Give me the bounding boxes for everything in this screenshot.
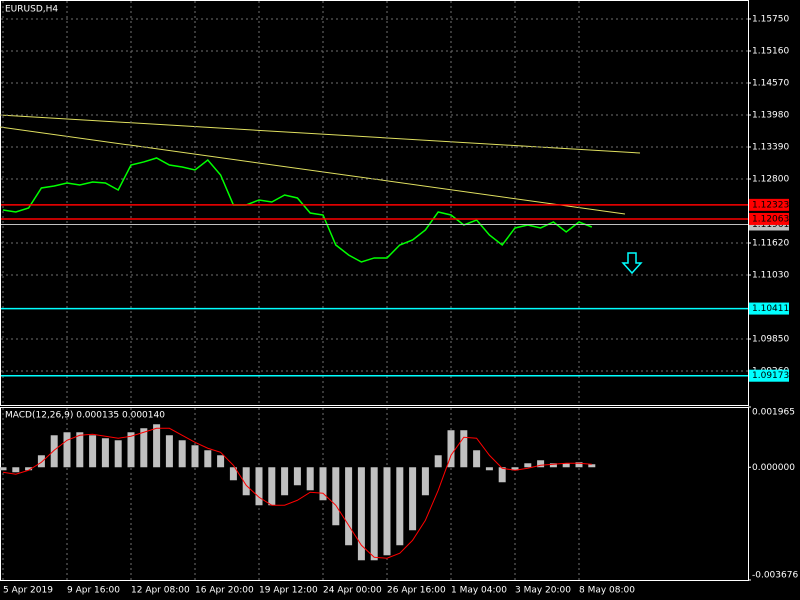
level-line-box	[749, 212, 789, 225]
symbol-title: EURUSD,H4	[5, 5, 58, 15]
macd-bar	[191, 445, 199, 468]
trend-line	[0, 114, 641, 154]
macd-bar	[50, 435, 58, 468]
macd-bar	[345, 467, 353, 546]
y-tick-label: 1.09850	[752, 334, 789, 344]
y-tick-label: 1.11620	[752, 238, 789, 248]
macd-bar	[319, 467, 327, 501]
x-tick-label: 1 May 04:00	[451, 586, 507, 596]
trend-line	[0, 126, 626, 215]
macd-bar	[306, 467, 314, 491]
level-line-box	[749, 369, 789, 382]
x-tick-label: 26 Apr 16:00	[387, 586, 446, 596]
macd-bar	[255, 467, 263, 506]
x-tick-label: 5 Apr 2019	[3, 586, 53, 596]
macd-bar	[140, 428, 148, 468]
macd-bar	[89, 435, 97, 468]
macd-bar	[549, 463, 557, 468]
macd-bar	[370, 467, 378, 561]
price-panel	[0, 0, 749, 406]
macd-bar	[537, 460, 545, 468]
last-price-line-label: 1.11961	[752, 220, 789, 230]
signal-line	[2, 427, 592, 559]
macd-bar	[511, 467, 519, 471]
y-tick-label: 1.12800	[752, 174, 789, 184]
macd-bar	[76, 432, 84, 468]
level-line-label: 1.10411	[752, 304, 789, 314]
macd-bar	[127, 432, 135, 468]
macd-bar	[242, 467, 250, 496]
y-tick-label: 1.15160	[752, 46, 789, 56]
macd-bar	[12, 467, 20, 473]
macd-bar	[293, 467, 301, 486]
macd-bar	[562, 463, 570, 468]
macd-bar	[229, 467, 237, 481]
macd-bar	[421, 467, 429, 496]
macd-bar	[575, 462, 583, 468]
macd-bar	[114, 440, 122, 468]
level-line-label: 1.09173	[752, 371, 789, 381]
indicator-title: MACD(12,26,9) 0.000135 0.000140	[5, 411, 165, 421]
x-tick-label: 9 Apr 16:00	[67, 586, 120, 596]
y-tick-label: 1.13980	[752, 110, 789, 120]
y-tick-label: 1.11030	[752, 270, 789, 280]
macd-bar	[25, 467, 33, 471]
macd-bar	[383, 467, 391, 556]
macd-bar	[473, 450, 481, 468]
y-tick-label: 0.001965	[752, 408, 795, 418]
macd-bar	[281, 467, 289, 496]
y-tick-label: 1.13390	[752, 142, 789, 152]
macd-bar	[332, 467, 340, 526]
macd-bar	[101, 438, 109, 468]
macd-bar	[524, 463, 532, 468]
macd-bar	[485, 467, 493, 471]
macd-bar	[63, 432, 71, 468]
x-tick-label: 8 May 08:00	[579, 586, 635, 596]
y-tick-label: -0.003676	[752, 571, 798, 581]
x-tick-label: 16 Apr 20:00	[195, 586, 254, 596]
y-tick-label: 0.000000	[752, 463, 795, 473]
macd-bar	[434, 455, 442, 468]
macd-bar	[409, 467, 417, 531]
macd-bar	[447, 430, 455, 468]
macd-bar	[204, 450, 212, 468]
x-tick-label: 24 Apr 00:00	[323, 586, 382, 596]
macd-bar	[217, 455, 225, 468]
level-line-box	[749, 302, 789, 315]
macd-bar	[153, 424, 161, 468]
macd-bar	[165, 435, 173, 468]
macd-bar	[396, 467, 404, 546]
x-tick-label: 19 Apr 12:00	[259, 586, 318, 596]
macd-bar	[0, 467, 7, 471]
y-tick-label: 1.14570	[752, 78, 789, 88]
macd-bar	[498, 467, 506, 483]
level-line-box	[749, 198, 789, 211]
macd-bar	[37, 455, 45, 468]
level-line-label: 1.12323	[752, 200, 789, 210]
sell-arrow	[621, 252, 643, 275]
level-line-label: 1.12063	[752, 214, 789, 224]
macd-bar	[357, 467, 365, 561]
y-tick-label: 1.15750	[752, 14, 789, 24]
macd-bar	[460, 430, 468, 468]
x-tick-label: 12 Apr 08:00	[131, 586, 190, 596]
x-tick-label: 3 May 20:00	[515, 586, 571, 596]
macd-bar	[178, 440, 186, 468]
price-line	[2, 157, 593, 263]
macd-panel	[0, 407, 749, 581]
macd-bar	[268, 467, 276, 506]
macd-bar	[588, 464, 596, 468]
